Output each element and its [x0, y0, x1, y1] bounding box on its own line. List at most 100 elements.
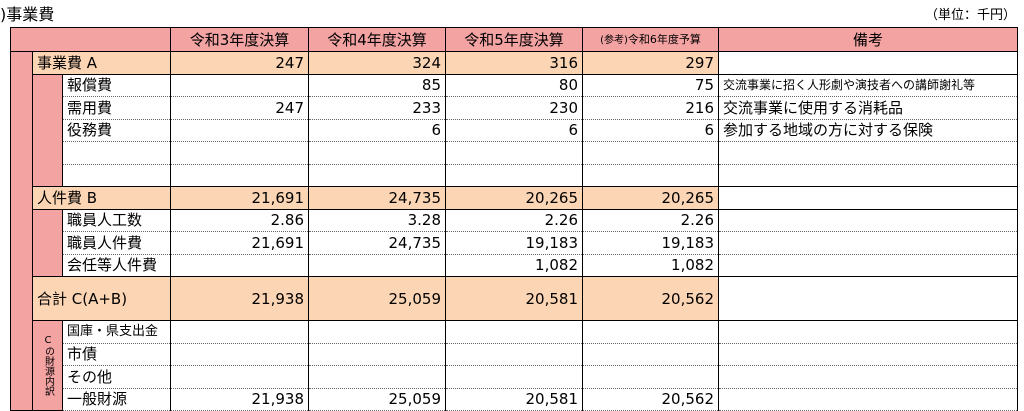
note-cell: 参加する地域の方に対する保険 [718, 118, 1018, 142]
value-cell: 21,938 [170, 276, 309, 321]
funding-label: Cの財源内訳 [32, 320, 63, 411]
value-cell: 6 [308, 118, 446, 142]
column-header: 備考 [718, 27, 1018, 52]
note-cell [718, 365, 1018, 389]
item-row [11, 163, 1018, 187]
note-cell [718, 342, 1018, 366]
column-header: 令和4年度決算 [308, 27, 446, 52]
value-cell: 24,735 [308, 231, 446, 255]
item-row: 役務費 6 6 6 参加する地域の方に対する保険 [11, 118, 1018, 142]
note-cell [718, 208, 1018, 232]
item-row: 職員人件費 21,691 24,735 19,183 19,183 [11, 231, 1018, 255]
item-row [11, 141, 1018, 165]
value-cell [582, 320, 719, 344]
value-cell: 20,581 [445, 387, 583, 411]
funding-row: その他 [11, 365, 1018, 389]
funding-row: 市債 [11, 342, 1018, 366]
note-cell [718, 163, 1018, 187]
value-cell: 24,735 [308, 186, 446, 210]
value-cell: 25,059 [308, 276, 446, 321]
item-label [62, 141, 171, 165]
note-cell [718, 320, 1018, 344]
value-cell [445, 141, 583, 165]
value-cell: 25,059 [308, 387, 446, 411]
value-cell: 247 [170, 51, 309, 75]
funding-row: 一般財源 21,938 25,059 20,581 20,562 [11, 387, 1018, 411]
unit-label: （単位：千円） [924, 8, 1016, 23]
value-cell: 2.86 [170, 208, 309, 232]
column-header: 令和5年度決算 [445, 27, 583, 52]
section-label: 事業費 A [32, 51, 171, 75]
item-label: 需用費 [62, 96, 171, 120]
column-header: 令和3年度決算 [170, 27, 309, 52]
value-cell [308, 253, 446, 277]
value-cell [582, 141, 719, 165]
item-label: 職員人工数 [62, 208, 171, 232]
value-cell: 3.28 [308, 208, 446, 232]
value-cell [308, 342, 446, 366]
value-cell: 85 [308, 73, 446, 97]
value-cell [170, 163, 309, 187]
indent-cell [32, 73, 63, 187]
value-cell [308, 320, 446, 344]
note-cell [718, 231, 1018, 255]
note-cell [718, 141, 1018, 165]
value-cell: 316 [445, 51, 583, 75]
note-cell: 交流事業に使用する消耗品 [718, 96, 1018, 120]
item-label [62, 163, 171, 187]
item-label: 国庫・県支出金 [62, 320, 171, 344]
column-header: (参考)令和6年度予算 [582, 27, 719, 52]
value-cell [582, 365, 719, 389]
value-cell: 20,265 [582, 186, 719, 210]
value-cell: 20,581 [445, 276, 583, 321]
value-cell: 2.26 [445, 208, 583, 232]
value-cell [582, 163, 719, 187]
item-row: 職員人工数 2.86 3.28 2.26 2.26 [11, 208, 1018, 277]
header-corner [10, 27, 171, 52]
note-cell [718, 51, 1018, 75]
item-label: 市債 [62, 342, 171, 366]
funding-row: Cの財源内訳 国庫・県支出金 [11, 320, 1018, 411]
value-cell: 20,562 [582, 276, 719, 321]
budget-table: 令和3年度決算 令和4年度決算 令和5年度決算 (参考)令和6年度予算 備考 事業費 A… [10, 27, 1018, 411]
value-cell: 6 [445, 118, 583, 142]
section-label: 合計 C(A+B) [32, 276, 171, 321]
column-header-prefix: (参考) [600, 35, 628, 46]
item-row: 会任等人件費 1,082 1,082 [11, 253, 1018, 277]
note-cell [718, 276, 1018, 321]
left-strip [10, 51, 33, 411]
value-cell [445, 163, 583, 187]
column-header-text: 令和6年度予算 [627, 33, 701, 46]
value-cell: 297 [582, 51, 719, 75]
value-cell: 1,082 [582, 253, 719, 277]
value-cell [170, 253, 309, 277]
value-cell [582, 342, 719, 366]
value-cell: 2.26 [582, 208, 719, 232]
item-label: その他 [62, 365, 171, 389]
item-row: 需用費 247 233 230 216 交流事業に使用する消耗品 [11, 96, 1018, 120]
value-cell [170, 365, 309, 389]
indent-cell [32, 208, 63, 277]
value-cell: 247 [170, 96, 309, 120]
value-cell: 21,938 [170, 387, 309, 411]
value-cell [445, 342, 583, 366]
value-cell: 6 [582, 118, 719, 142]
value-cell: 80 [445, 73, 583, 97]
note-cell [718, 387, 1018, 411]
value-cell: 230 [445, 96, 583, 120]
title: )事業費 [0, 5, 55, 24]
value-cell [170, 342, 309, 366]
value-cell [308, 141, 446, 165]
item-label: 職員人件費 [62, 231, 171, 255]
item-row: 報償費 85 80 75 交流事業に招く人形劇や演技者への講師謝礼等 [11, 73, 1018, 187]
value-cell: 20,562 [582, 387, 719, 411]
value-cell: 75 [582, 73, 719, 97]
value-cell [445, 320, 583, 344]
value-cell [170, 118, 309, 142]
value-cell: 1,082 [445, 253, 583, 277]
table-body: 事業費 A 247 324 316 297 報償費 85 80 75 交流事業に招く人形劇や演技者… [10, 51, 1018, 411]
value-cell [170, 141, 309, 165]
value-cell: 19,183 [445, 231, 583, 255]
value-cell: 324 [308, 51, 446, 75]
